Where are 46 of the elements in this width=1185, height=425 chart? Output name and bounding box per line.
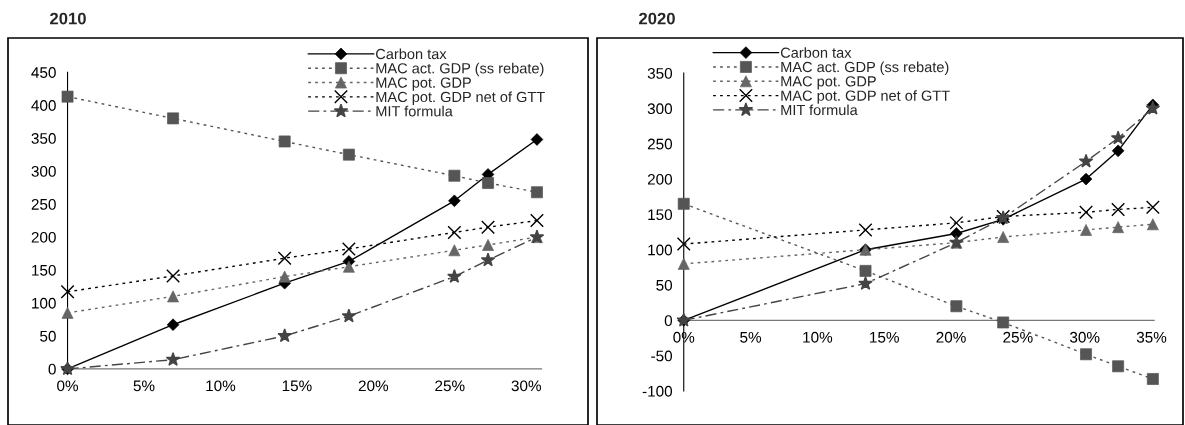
legend-label: MAC act. GDP (ss rebate) <box>781 61 949 76</box>
legend-label: Carbon tax <box>376 48 447 60</box>
y-tick-label: 150 <box>648 209 673 221</box>
legend-label: MAC pot. GDP net of GTT <box>376 91 545 105</box>
chart-title: 2020 <box>639 12 675 25</box>
y-tick-label: 150 <box>32 264 56 276</box>
legend-label: MAC pot. GDP <box>781 76 876 90</box>
y-tick-label: 100 <box>648 244 673 256</box>
y-tick-label: 50 <box>656 279 673 291</box>
x-tick-label: 10% <box>206 380 236 392</box>
x-tick-label: 25% <box>1003 331 1033 343</box>
y-tick-label: 200 <box>31 231 56 243</box>
y-tick-label: 0 <box>664 315 673 327</box>
x-tick-label: 30% <box>511 380 541 392</box>
legend-label: MIT formula <box>376 105 453 117</box>
y-tick-label: -50 <box>651 350 673 362</box>
y-tick-label: 200 <box>647 173 673 185</box>
chart-title: 2010 <box>50 12 86 25</box>
legend-label: MIT formula <box>781 104 858 116</box>
y-tick-label: 350 <box>647 67 673 79</box>
legend-label: MAC pot. GDP <box>376 77 471 91</box>
y-tick-label: 100 <box>32 297 56 309</box>
y-tick-label: 50 <box>40 330 56 342</box>
x-tick-label: 0% <box>57 380 79 392</box>
y-tick-label: 0 <box>48 363 56 375</box>
y-tick-label: 450 <box>31 67 56 78</box>
y-tick-label: 300 <box>31 166 56 177</box>
x-tick-label: 20% <box>936 331 966 343</box>
x-tick-label: 10% <box>803 331 833 343</box>
x-tick-label: 5% <box>133 380 155 392</box>
y-tick-label: 350 <box>31 133 56 144</box>
x-tick-label: 15% <box>282 380 312 392</box>
x-tick-label: 35% <box>1136 331 1167 343</box>
x-tick-label: 15% <box>870 331 899 343</box>
x-tick-label: 5% <box>740 331 762 343</box>
legend-label: Carbon tax <box>780 47 852 58</box>
legend-label: MAC act. GDP (ss rebate) <box>376 62 544 77</box>
y-tick-label: 400 <box>31 100 56 111</box>
y-tick-label: 250 <box>31 198 56 210</box>
x-tick-label: 30% <box>1069 331 1100 343</box>
x-tick-label: 20% <box>358 380 389 392</box>
y-tick-label: -100 <box>642 385 673 397</box>
y-tick-label: 300 <box>647 103 673 115</box>
x-tick-label: 25% <box>435 380 465 392</box>
legend-label: MAC pot. GDP net of GTT <box>781 90 950 104</box>
y-tick-label: 250 <box>647 138 673 150</box>
